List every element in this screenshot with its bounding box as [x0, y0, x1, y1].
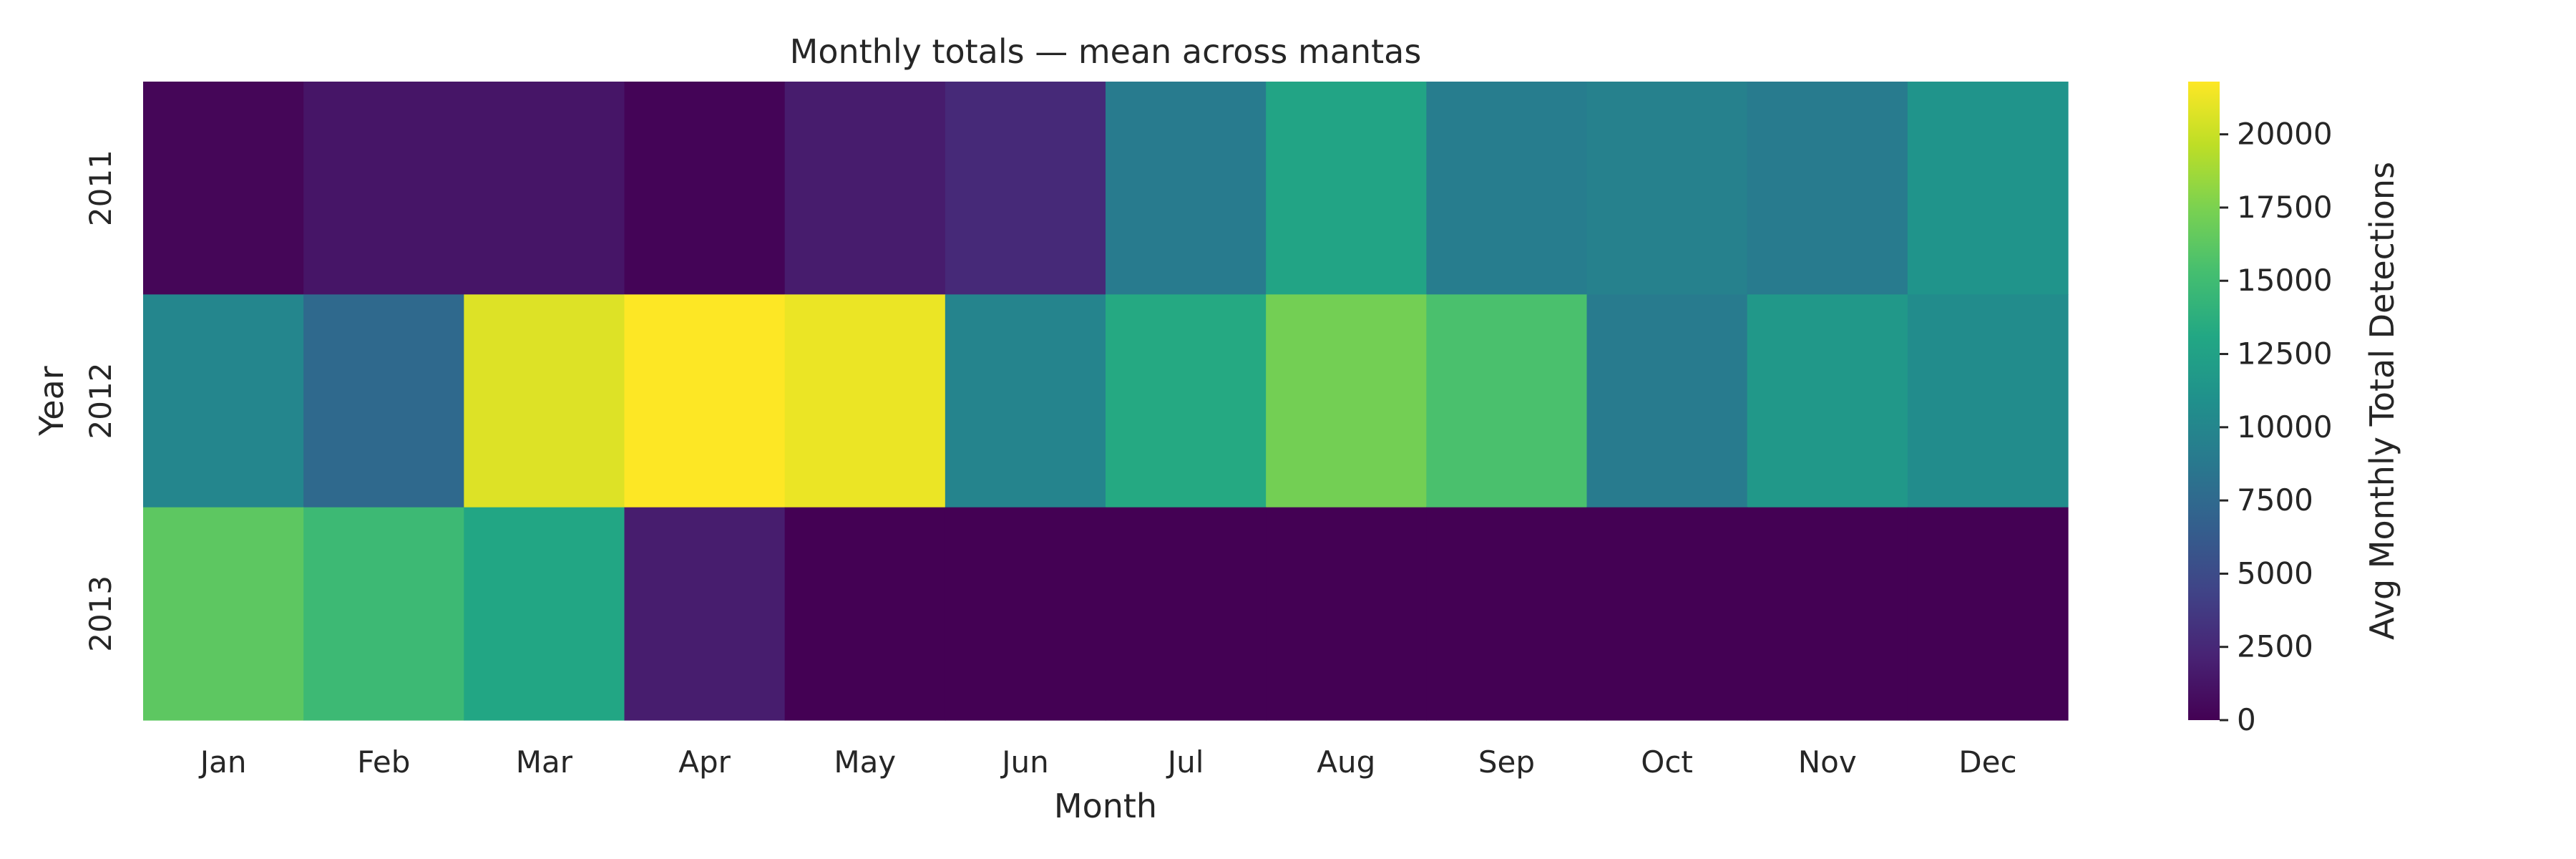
heatmap-cell-2013-Dec [1907, 507, 2069, 721]
heatmap-cell-2013-Nov [1747, 507, 1908, 721]
heatmap-cell-2012-Mar [464, 294, 625, 508]
heatmap-cell-2011-Jun [945, 82, 1106, 295]
heatmap-cell-2012-Nov [1747, 294, 1908, 508]
x-tick-label: Aug [1317, 744, 1375, 780]
colorbar-label: Avg Monthly Total Detections [2363, 162, 2401, 640]
heatmap-cell-2011-May [784, 82, 946, 295]
x-tick-labels: Jan Feb Mar Apr May Jun Jul Aug Sep Oct Nov Dec [198, 744, 2017, 780]
heatmap-cell-2011-Dec [1907, 82, 2069, 295]
heatmap-cell-2011-Jan [143, 82, 304, 295]
x-tick-label: Jun [1000, 744, 1049, 780]
x-tick-label: Sep [1478, 744, 1535, 780]
heatmap-cell-2012-Jun [945, 294, 1106, 508]
heatmap-cell-2012-Sep [1426, 294, 1588, 508]
y-tick-labels: 2011 2012 2013 [83, 150, 118, 652]
heatmap-cell-2013-May [784, 507, 946, 721]
heatmap-cell-2011-Nov [1747, 82, 1908, 295]
heatmap-cell-2012-Oct [1586, 294, 1748, 508]
x-tick-label: Oct [1641, 744, 1693, 780]
heatmap-cell-2012-Dec [1907, 294, 2069, 508]
x-tick-label: Mar [516, 744, 573, 780]
heatmap-cell-2013-Jan [143, 507, 304, 721]
heatmap-cell-2013-Apr [624, 507, 786, 721]
heatmap-cell-2011-Oct [1586, 82, 1748, 295]
heatmap-cell-2011-Sep [1426, 82, 1588, 295]
y-axis-label: Year [32, 366, 71, 436]
heatmap-cell-2013-Oct [1586, 507, 1748, 721]
heatmap-cell-2013-Mar [464, 507, 625, 721]
heatmap-cell-2012-Jul [1106, 294, 1267, 508]
colorbar-tick-label: 2500 [2237, 629, 2313, 664]
x-tick-label: Jan [198, 744, 247, 780]
x-tick-label: Dec [1958, 744, 2016, 780]
x-axis-label: Month [1054, 787, 1157, 825]
heatmap-cell-2012-Apr [624, 294, 786, 508]
heatmap-cell-2013-Aug [1266, 507, 1427, 721]
x-tick-label: Jul [1166, 744, 1204, 780]
y-tick-label: 2013 [83, 576, 118, 652]
x-tick-label: May [834, 744, 896, 780]
colorbar-tick-label: 7500 [2237, 482, 2313, 518]
heatmap-cell-2012-Aug [1266, 294, 1427, 508]
colorbar-tick-label: 15000 [2237, 263, 2333, 298]
colorbar-ticks: 0 2500 5000 7500 10000 12500 15000 17500 20000 [2220, 117, 2333, 737]
heatmap-cell-2013-Sep [1426, 507, 1588, 721]
heatmap-cell-2011-Jul [1106, 82, 1267, 295]
colorbar-tick-label: 0 [2237, 702, 2256, 737]
heatmap-cell-2013-Feb [303, 507, 464, 721]
y-tick-label: 2012 [83, 363, 118, 440]
heatmap-cell-2011-Apr [624, 82, 786, 295]
heatmap-cell-2012-Jan [143, 294, 304, 508]
colorbar-tick-label: 20000 [2237, 117, 2333, 152]
heatmap-cell-2011-Aug [1266, 82, 1427, 295]
x-tick-label: Apr [678, 744, 731, 780]
colorbar [2188, 82, 2220, 720]
heatmap-cell-2013-Jul [1106, 507, 1267, 721]
y-tick-label: 2011 [83, 150, 118, 226]
colorbar-tick-label: 5000 [2237, 555, 2313, 591]
x-tick-label: Feb [357, 744, 410, 780]
heatmap-cell-2012-Feb [303, 294, 464, 508]
heatmap-cells [143, 82, 2069, 721]
heatmap-cell-2013-Jun [945, 507, 1106, 721]
heatmap-cell-2011-Mar [464, 82, 625, 295]
heatmap-cell-2012-May [784, 294, 946, 508]
colorbar-tick-label: 10000 [2237, 409, 2333, 445]
chart-title: Monthly totals — mean across mantas [790, 32, 1422, 71]
heatmap-cell-2011-Feb [303, 82, 464, 295]
colorbar-tick-label: 17500 [2237, 190, 2333, 225]
colorbar-tick-label: 12500 [2237, 336, 2333, 372]
x-tick-label: Nov [1798, 744, 1857, 780]
